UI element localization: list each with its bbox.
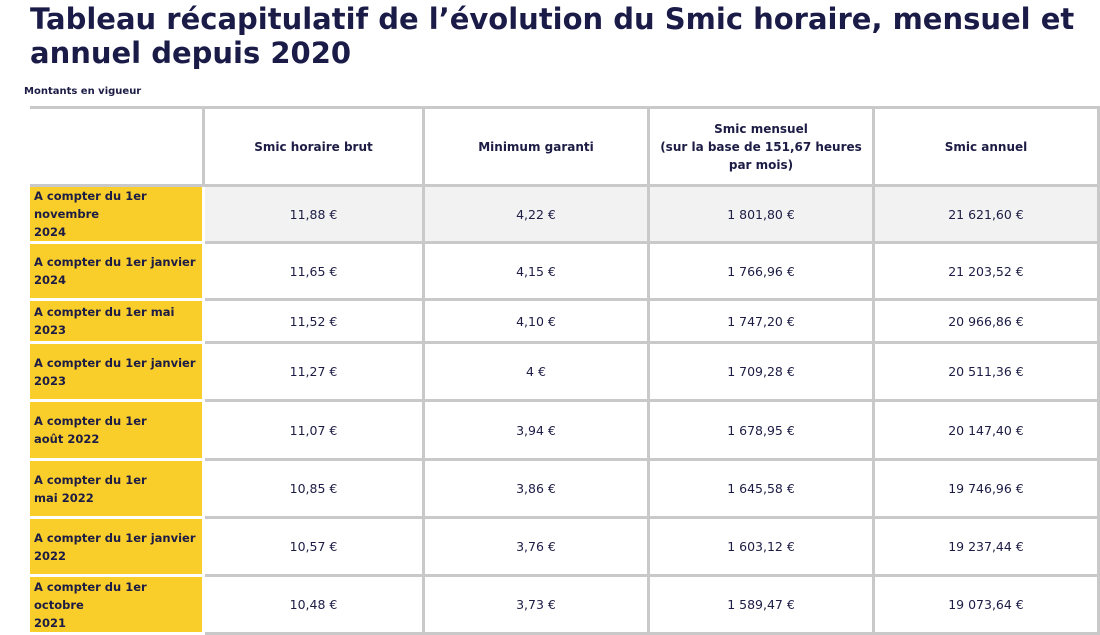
header-row: Smic horaire brut Minimum garanti Smic men…: [30, 106, 1100, 187]
row-label: A compter du 1er novembre 2024: [30, 187, 205, 244]
value-cell: 3,76 €: [425, 519, 650, 577]
table-row: A compter du 1er janvier 2022 10,57 €3,76 …: [30, 519, 1100, 577]
header-line: par mois): [728, 157, 794, 172]
value-cell: 1 589,47 €: [650, 577, 875, 635]
value-cell: 21 621,60 €: [875, 187, 1100, 244]
value-cell: 4,10 €: [425, 301, 650, 344]
header-cell: Smic horaire brut: [205, 106, 425, 187]
header-cell: [30, 106, 205, 187]
value-cell: 3,94 €: [425, 402, 650, 461]
row-label: A compter du 1er octobre 2021: [30, 577, 205, 635]
table-row: A compter du 1er janvier 2023 11,27 €4 €1 …: [30, 344, 1100, 402]
header-line: Smic annuel: [944, 139, 1028, 154]
label-line: A compter du 1er janvier: [34, 530, 196, 545]
page-title: Tableau récapitulatif de l’évolution du …: [30, 2, 1075, 70]
value-cell: 1 645,58 €: [650, 461, 875, 519]
value-cell: 3,73 €: [425, 577, 650, 635]
value-cell: 10,85 €: [205, 461, 425, 519]
value-cell: 1 801,80 €: [650, 187, 875, 244]
table-row: A compter du 1er mai 2023 11,52 €4,10 €1 …: [30, 301, 1100, 344]
label-line: A compter du 1er janvier: [34, 355, 196, 370]
header-line: Minimum garanti: [478, 139, 594, 154]
value-cell: 20 147,40 €: [875, 402, 1100, 461]
value-cell: 11,88 €: [205, 187, 425, 244]
label-line: 2024: [34, 225, 67, 239]
header-cell: Minimum garanti: [425, 106, 650, 187]
table-row: A compter du 1er août 2022 11,07 €3,94 €1 …: [30, 402, 1100, 461]
value-cell: 19 746,96 €: [875, 461, 1100, 519]
table-row: A compter du 1er novembre 2024 11,88 €4,22…: [30, 187, 1100, 244]
smic-table: Smic horaire brut Minimum garanti Smic men…: [30, 106, 1100, 635]
value-cell: 11,65 €: [205, 244, 425, 301]
value-cell: 19 237,44 €: [875, 519, 1100, 577]
value-cell: 11,07 €: [205, 402, 425, 461]
label-line: A compter du 1er: [34, 472, 147, 487]
header-line: (sur la base de 151,67 heures: [660, 139, 862, 154]
value-cell: 20 966,86 €: [875, 301, 1100, 344]
value-cell: 1 603,12 €: [650, 519, 875, 577]
label-line: août 2022: [34, 432, 100, 446]
value-cell: 4,15 €: [425, 244, 650, 301]
table-row: A compter du 1er mai 2022 10,85 €3,86 €1 6…: [30, 461, 1100, 519]
value-cell: 1 766,96 €: [650, 244, 875, 301]
value-cell: 20 511,36 €: [875, 344, 1100, 402]
row-label: A compter du 1er janvier 2022: [30, 519, 205, 577]
row-label: A compter du 1er janvier 2024: [30, 244, 205, 301]
value-cell: 10,48 €: [205, 577, 425, 635]
row-label: A compter du 1er août 2022: [30, 402, 205, 461]
label-line: 2024: [34, 273, 67, 287]
value-cell: 1 678,95 €: [650, 402, 875, 461]
value-cell: 4 €: [425, 344, 650, 402]
value-cell: 4,22 €: [425, 187, 650, 244]
table-row: A compter du 1er octobre 2021 10,48 €3,73 …: [30, 577, 1100, 635]
header-line: Smic mensuel: [714, 121, 808, 136]
row-label: A compter du 1er janvier 2023: [30, 344, 205, 402]
header-cell: Smic annuel: [875, 106, 1100, 187]
label-line: A compter du 1er mai 2023: [34, 305, 175, 337]
row-label: A compter du 1er mai 2023: [30, 301, 205, 344]
label-line: mai 2022: [34, 490, 94, 505]
value-cell: 19 073,64 €: [875, 577, 1100, 635]
value-cell: 10,57 €: [205, 519, 425, 577]
label-line: 2022: [34, 548, 67, 563]
value-cell: 1 709,28 €: [650, 344, 875, 402]
value-cell: 21 203,52 €: [875, 244, 1100, 301]
label-line: A compter du 1er octobre: [34, 579, 147, 612]
table-body: Smic horaire brut Minimum garanti Smic men…: [30, 106, 1100, 635]
label-line: A compter du 1er novembre: [34, 189, 147, 221]
value-cell: 11,52 €: [205, 301, 425, 344]
label-line: 2023: [34, 373, 67, 388]
header-line: Smic horaire brut: [254, 139, 373, 154]
value-cell: 3,86 €: [425, 461, 650, 519]
value-cell: 11,27 €: [205, 344, 425, 402]
label-line: A compter du 1er: [34, 414, 147, 428]
value-cell: 1 747,20 €: [650, 301, 875, 344]
subtitle: Montants en vigueur: [24, 86, 142, 97]
header-cell: Smic mensuel (sur la base de 151,67 heure…: [650, 106, 875, 187]
label-line: 2021: [34, 615, 67, 630]
label-line: A compter du 1er janvier: [34, 255, 196, 269]
table-row: A compter du 1er janvier 2024 11,65 €4,15 …: [30, 244, 1100, 301]
row-label: A compter du 1er mai 2022: [30, 461, 205, 519]
